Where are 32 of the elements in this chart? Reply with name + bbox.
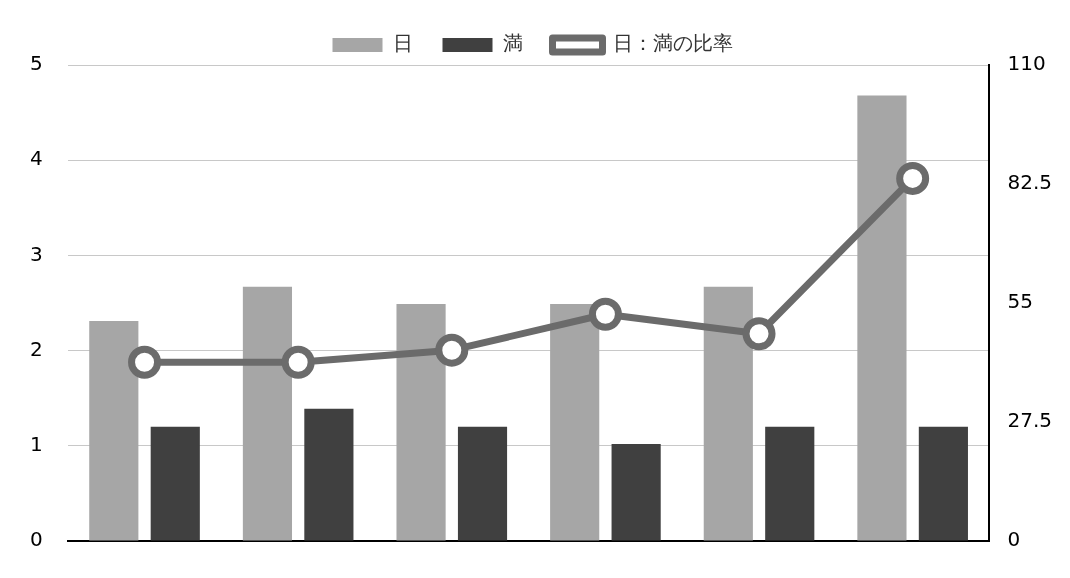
y2-tick-label: 110 xyxy=(1007,51,1046,76)
bar xyxy=(396,303,446,541)
bar xyxy=(703,286,753,541)
y-tick-label: 5 xyxy=(29,51,43,76)
legend-label: 日 xyxy=(392,31,413,56)
point xyxy=(742,317,776,351)
bar xyxy=(611,443,661,541)
point xyxy=(128,345,162,379)
bar xyxy=(89,321,139,541)
legend-label: 満 xyxy=(502,31,523,56)
point xyxy=(281,345,315,379)
bar xyxy=(304,408,354,541)
bar xyxy=(150,426,200,541)
y-tick-label: 2 xyxy=(29,336,43,361)
point xyxy=(435,333,469,367)
y2-tick-label: 55 xyxy=(1007,289,1033,314)
y2-tick-label: 0 xyxy=(1007,527,1021,552)
y2-tick-label: 27.5 xyxy=(1007,408,1052,433)
bar xyxy=(857,95,907,541)
y-tick-label: 0 xyxy=(29,527,43,552)
legend-label: 日：満の比率 xyxy=(612,31,733,56)
bar xyxy=(242,286,293,541)
y2-tick-label: 82.5 xyxy=(1007,170,1052,195)
y-tick-label: 4 xyxy=(29,146,43,171)
bar xyxy=(457,426,508,541)
point xyxy=(896,161,930,195)
bar xyxy=(765,426,815,541)
y-tick-label: 1 xyxy=(29,432,43,456)
bar xyxy=(918,426,968,541)
point xyxy=(588,297,622,331)
y-tick-label: 3 xyxy=(29,241,43,266)
bar xyxy=(550,303,600,541)
